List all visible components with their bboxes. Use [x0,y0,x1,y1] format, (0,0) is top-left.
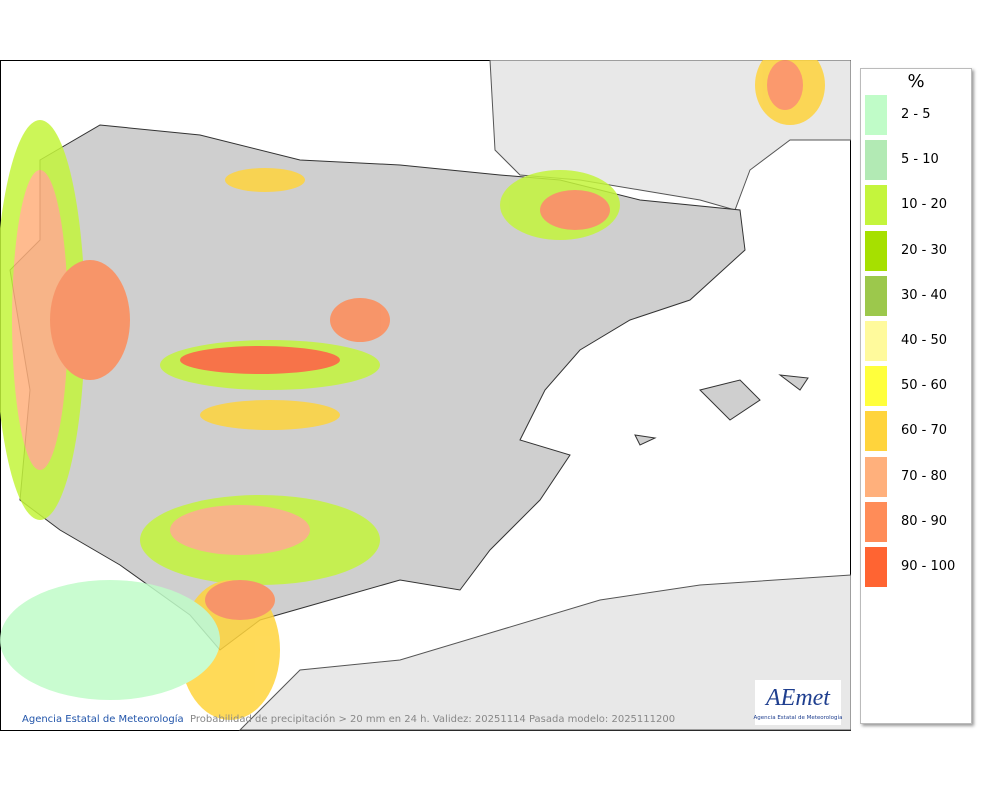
legend-label: 20 - 30 [901,242,948,258]
legend-swatch [865,321,887,361]
legend-label: 90 - 100 [901,559,956,574]
logo-subtitle: Agencia Estatal de Meteorología [754,714,843,721]
legend-item: 5 - 10 [865,140,969,181]
legend-swatch [865,230,887,271]
legend-item: 60 - 70 [865,411,969,452]
legend: % 2 - 5 5 - 10 10 - 20 20 - 30 30 - 40 40 - 5… [860,68,972,724]
legend-swatch [865,547,887,587]
logo-box [755,680,841,725]
legend-swatch [865,366,887,407]
legend-swatch [865,95,887,135]
legend-item: 40 - 50 [865,321,969,361]
legend-label: 30 - 40 [901,287,948,303]
precipitation-areas [0,60,825,720]
legend-item: 2 - 5 [865,95,969,135]
legend-item: 20 - 30 [865,230,969,271]
balearic-islands [634,374,809,446]
logo: AEmet [764,685,831,711]
legend-swatch [865,411,887,452]
caption: Probabilidad de precipitación > 20 mm en… [190,713,675,725]
legend-swatch [865,275,887,316]
legend-title: % [907,71,925,92]
africa [238,574,851,731]
legend-label: 2 - 5 [901,107,931,122]
legend-swatch [865,501,887,542]
legend-label: 40 - 50 [901,333,948,348]
legend-swatch [865,456,887,497]
legend-item: 50 - 60 [865,366,969,407]
legend-label: 50 - 60 [901,378,948,394]
legend-item: 80 - 90 [865,501,969,542]
legend-label: 60 - 70 [901,423,948,439]
legend-label: 10 - 20 [901,197,948,213]
credit: Agencia Estatal de Meteorología [22,713,184,725]
legend-item: 70 - 80 [865,456,969,497]
legend-item: 30 - 40 [865,275,969,316]
legend-label: 80 - 90 [901,513,948,529]
legend-label: 5 - 10 [901,152,939,168]
legend-swatch [865,140,887,181]
legend-swatch [865,185,887,226]
legend-label: 70 - 80 [901,468,948,484]
map: Agencia Estatal de Meteorología Probabil… [0,60,851,731]
legend-item: 10 - 20 [865,185,969,226]
legend-item: 90 - 100 [865,547,969,587]
